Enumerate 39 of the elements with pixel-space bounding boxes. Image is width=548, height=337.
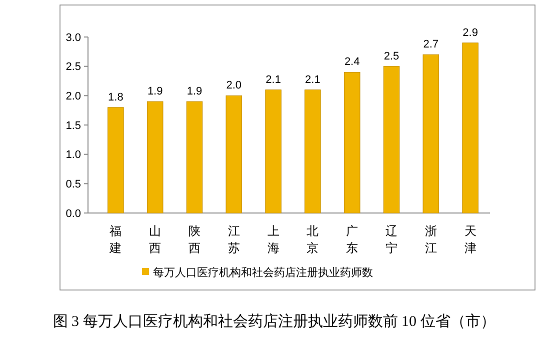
x-tick-label: 陕西 (188, 224, 200, 255)
text: 2.4 (344, 56, 360, 68)
bar (383, 66, 400, 214)
text: 2.7 (423, 38, 439, 51)
bar (108, 107, 124, 214)
bar (304, 90, 321, 214)
y-tick-label: 0.0 (66, 208, 81, 220)
bar (226, 95, 242, 214)
y-tick-label: 2.0 (66, 90, 81, 103)
text: 2.1 (266, 74, 281, 86)
y-tick-label: 1.5 (66, 120, 81, 132)
x-tick-label: 辽宁 (386, 224, 398, 255)
x-tick-label: 福建 (108, 224, 122, 255)
x-tick-label: 江苏 (228, 224, 240, 255)
text: 2.9 (462, 26, 478, 39)
bar (146, 101, 164, 214)
bar (462, 42, 478, 214)
y-tick-label: 2.5 (66, 61, 81, 74)
x-tick-label: 浙江 (424, 224, 437, 255)
text: 1.9 (186, 86, 202, 98)
bar (422, 54, 440, 214)
x-tick-label: 上海 (267, 224, 280, 255)
x-tick-label: 天津 (464, 224, 476, 255)
legend-label: 每万人口医疗机构和社会药店注册执业药师数 (153, 266, 373, 279)
text: 图 3 每万人口医疗机构和社会药店注册执业药师数前 10 位省（市） (52, 313, 496, 330)
text: 2.0 (226, 80, 242, 92)
y-tick-label: 0.5 (66, 178, 81, 191)
bar (344, 72, 360, 214)
bar (186, 101, 203, 214)
text: 1.8 (108, 91, 124, 104)
x-tick-label: 广东 (346, 224, 358, 255)
x-tick-label: 北京 (306, 224, 319, 255)
x-tick-label: 山西 (149, 224, 162, 255)
y-tick-label: 1.0 (66, 149, 81, 162)
text: 2.1 (305, 74, 320, 86)
text: 1.9 (147, 86, 163, 98)
y-tick-label: 3.0 (66, 32, 81, 44)
text: 2.5 (384, 50, 400, 62)
bar (265, 90, 282, 214)
